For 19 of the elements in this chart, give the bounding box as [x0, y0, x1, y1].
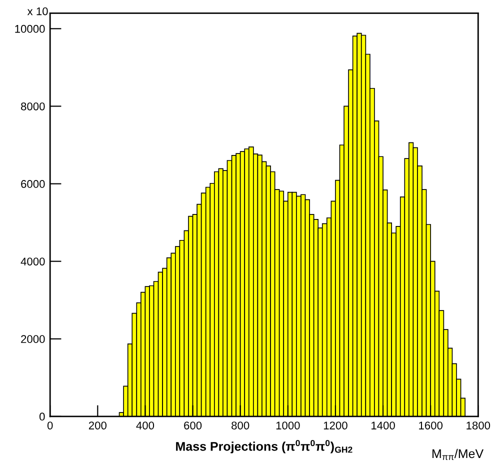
y-tick-label: 6000: [21, 180, 45, 188]
x-axis-title: Mass Projections (π$^{0}$π$^{0}$π$^{0}$)$_{GH2}$: [176, 440, 352, 454]
x-tick-label: 0: [47, 422, 53, 430]
y-tick-label: 4000: [20, 258, 45, 266]
text: M$_{ππ}$/MeV: [432, 448, 484, 460]
y-tick-label: 2000: [21, 335, 45, 344]
y-tick-label: 8000: [21, 102, 45, 110]
x-tick-label: 1800: [466, 422, 490, 430]
y-tick-label: 0: [39, 412, 45, 421]
x-tick-label: 1600: [419, 422, 443, 430]
x-tick-label: 800: [232, 422, 250, 430]
x-tick-label: 1000: [276, 422, 300, 430]
y-tick-label: 10000: [15, 24, 45, 33]
text: x 10: [27, 7, 48, 16]
x-tick-label: 200: [88, 422, 106, 430]
x-tick-label: 1200: [324, 422, 348, 430]
x-tick-label: 1400: [372, 422, 395, 430]
x-tick-label: 400: [136, 422, 154, 430]
x-tick-label: 600: [184, 422, 202, 430]
